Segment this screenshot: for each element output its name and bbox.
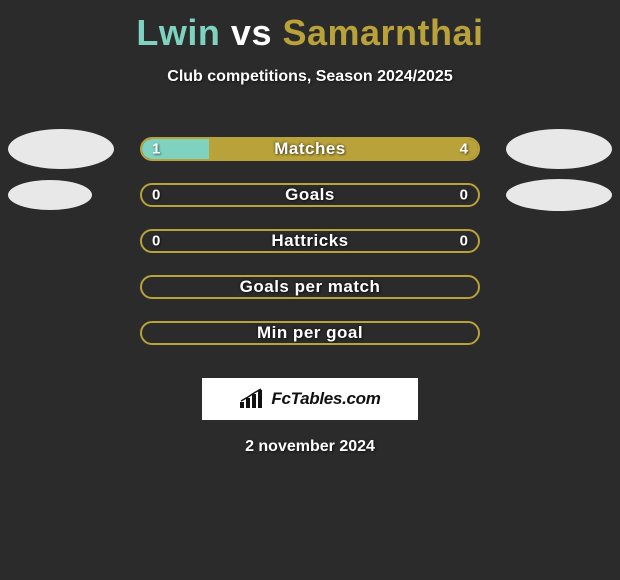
avatar-right [506, 129, 612, 169]
bars-icon [239, 388, 265, 410]
stat-row: Goals per match [0, 264, 620, 310]
subtitle: Club competitions, Season 2024/2025 [0, 68, 620, 86]
bar-label: Matches [142, 139, 478, 159]
bar-track: Goals per match [140, 275, 480, 299]
bar-label: Min per goal [142, 323, 478, 343]
bar-value-right: 4 [460, 141, 468, 158]
stat-row: Min per goal [0, 310, 620, 356]
bar-label: Goals per match [142, 277, 478, 297]
footer-date: 2 november 2024 [0, 438, 620, 456]
bar-track: Matches1 4 [140, 137, 480, 161]
footer-logo: FcTables.com [202, 378, 418, 420]
bar-value-right: 0 [460, 233, 468, 250]
bar-track: Goals0 0 [140, 183, 480, 207]
page-title: Lwin vs Samarnthai [0, 0, 620, 54]
comparison-chart: Matches14Goals00Hattricks00Goals per mat… [0, 126, 620, 356]
stat-row: Hattricks0 0 [0, 218, 620, 264]
avatar-left [8, 180, 92, 210]
title-player1: Lwin [136, 12, 220, 53]
title-vs: vs [231, 12, 272, 53]
bar-value-right: 0 [460, 187, 468, 204]
avatar-right [506, 179, 612, 211]
avatar-left [8, 129, 114, 169]
bar-track: Hattricks0 0 [140, 229, 480, 253]
stat-row: Matches1 4 [0, 126, 620, 172]
bar-value-left: 0 [152, 233, 160, 250]
bar-value-left: 1 [152, 141, 160, 158]
footer-logo-text: FcTables.com [271, 389, 380, 409]
title-player2: Samarnthai [282, 12, 483, 53]
stat-row: Goals0 0 [0, 172, 620, 218]
bar-label: Goals [142, 185, 478, 205]
bar-label: Hattricks [142, 231, 478, 251]
bar-value-left: 0 [152, 187, 160, 204]
bar-track: Min per goal [140, 321, 480, 345]
